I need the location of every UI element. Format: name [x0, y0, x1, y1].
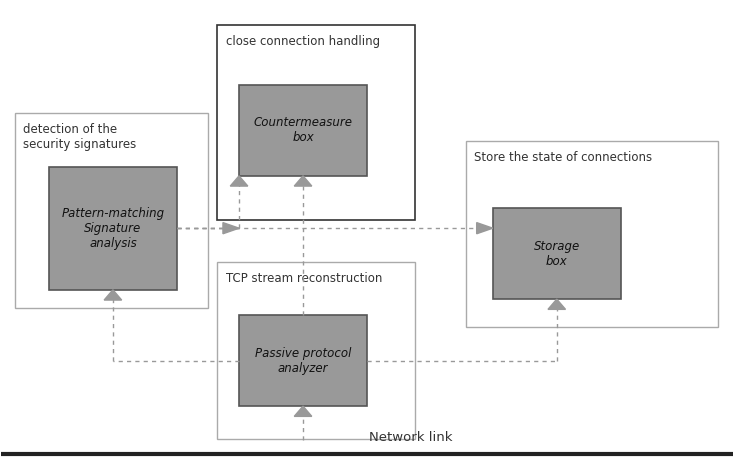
Text: Pattern-matching
Signature
analysis: Pattern-matching Signature analysis [62, 207, 164, 250]
Text: Network link: Network link [369, 431, 453, 444]
Bar [217, 25, 415, 220]
Bar [493, 208, 621, 299]
Polygon shape [104, 290, 122, 300]
Text: detection of the
security signatures: detection of the security signatures [23, 123, 137, 151]
Polygon shape [294, 406, 312, 417]
Text: Passive protocol
analyzer: Passive protocol analyzer [255, 347, 351, 375]
Text: Store the state of connections: Store the state of connections [474, 151, 653, 164]
Bar [465, 141, 718, 327]
Polygon shape [294, 176, 312, 186]
Polygon shape [223, 223, 239, 234]
Bar [49, 167, 177, 290]
Polygon shape [476, 223, 493, 234]
Polygon shape [548, 299, 565, 309]
Bar [239, 85, 367, 176]
Text: Storage
box: Storage box [534, 240, 580, 268]
Text: TCP stream reconstruction: TCP stream reconstruction [226, 272, 382, 285]
Bar [217, 262, 415, 439]
Text: Countermeasure
box: Countermeasure box [253, 117, 352, 145]
Polygon shape [230, 176, 248, 186]
Text: close connection handling: close connection handling [226, 35, 380, 48]
Bar [15, 113, 208, 308]
Bar [239, 315, 367, 406]
